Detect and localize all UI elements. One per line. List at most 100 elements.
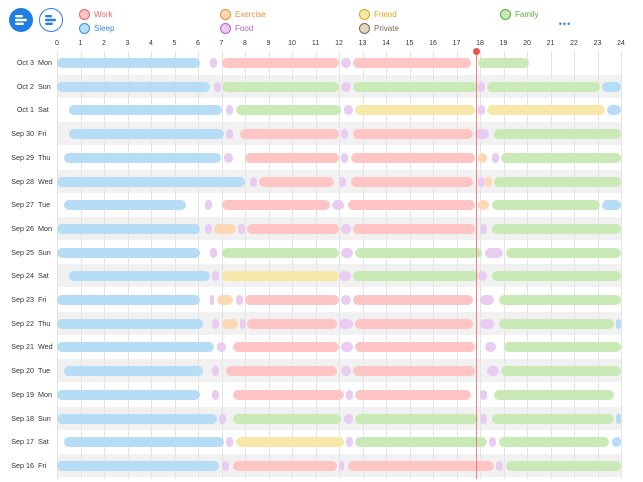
timeline-logo-icon[interactable]	[9, 8, 33, 32]
activity-family[interactable]	[491, 271, 621, 282]
activity-food[interactable]	[477, 176, 485, 187]
activity-food[interactable]	[341, 81, 351, 92]
activity-exercise[interactable]	[214, 223, 236, 234]
activity-food[interactable]	[343, 105, 354, 116]
activity-food[interactable]	[341, 366, 351, 377]
day-row[interactable]: Sep 25 Sun	[0, 241, 643, 264]
activity-work[interactable]	[355, 389, 471, 400]
activity-work[interactable]	[350, 176, 473, 187]
activity-food[interactable]	[240, 318, 245, 329]
activity-exercise[interactable]	[484, 176, 492, 187]
activity-food[interactable]	[477, 271, 488, 282]
activity-friend[interactable]	[221, 271, 339, 282]
activity-food[interactable]	[212, 366, 220, 377]
activity-family[interactable]	[491, 200, 600, 211]
activity-food[interactable]	[339, 271, 351, 282]
day-row[interactable]: Sep 21 Wed	[0, 335, 643, 358]
activity-food[interactable]	[226, 437, 234, 448]
activity-sleep[interactable]	[64, 437, 224, 448]
activity-family[interactable]	[233, 413, 342, 424]
more-icon[interactable]: •••	[558, 19, 572, 29]
day-row[interactable]: Sep 19 Mon	[0, 383, 643, 406]
activity-work[interactable]	[226, 366, 337, 377]
activity-food[interactable]	[339, 318, 354, 329]
activity-exercise[interactable]	[221, 318, 238, 329]
activity-food[interactable]	[346, 437, 354, 448]
activity-work[interactable]	[233, 342, 339, 353]
activity-work[interactable]	[353, 295, 473, 305]
activity-food[interactable]	[477, 81, 485, 92]
activity-food[interactable]	[341, 129, 349, 140]
activity-family[interactable]	[355, 437, 488, 448]
activity-sleep[interactable]	[57, 460, 220, 471]
activity-exercise[interactable]	[477, 200, 490, 211]
activity-work[interactable]	[355, 318, 473, 329]
activity-food[interactable]	[341, 295, 351, 305]
activity-sleep[interactable]	[606, 105, 621, 116]
activity-work[interactable]	[353, 223, 476, 234]
activity-sleep[interactable]	[57, 413, 217, 424]
activity-food[interactable]	[209, 247, 217, 258]
day-row[interactable]: Oct 3 Mon	[0, 51, 643, 74]
activity-food[interactable]	[205, 200, 213, 211]
activity-family[interactable]	[221, 247, 339, 258]
activity-work[interactable]	[221, 200, 330, 211]
activity-food[interactable]	[216, 342, 227, 353]
activity-family[interactable]	[221, 81, 339, 92]
activity-food[interactable]	[480, 295, 495, 305]
activity-food[interactable]	[484, 342, 497, 353]
day-row[interactable]: Sep 27 Tue	[0, 193, 643, 216]
activity-family[interactable]	[353, 271, 478, 282]
activity-food[interactable]	[496, 460, 504, 471]
day-row[interactable]: Sep 29 Thu	[0, 146, 643, 169]
activity-food[interactable]	[343, 413, 354, 424]
activity-sleep[interactable]	[57, 247, 201, 258]
activity-friend[interactable]	[355, 105, 476, 116]
activity-food[interactable]	[339, 176, 347, 187]
activity-sleep[interactable]	[68, 129, 224, 140]
activity-sleep[interactable]	[64, 152, 222, 163]
activity-sleep[interactable]	[57, 342, 215, 353]
activity-family[interactable]	[353, 81, 478, 92]
activity-work[interactable]	[353, 129, 473, 140]
activity-food[interactable]	[491, 152, 499, 163]
activity-food[interactable]	[205, 223, 213, 234]
activity-sleep[interactable]	[57, 81, 210, 92]
activity-food[interactable]	[480, 413, 488, 424]
activity-food[interactable]	[480, 389, 488, 400]
activity-work[interactable]	[348, 200, 476, 211]
activity-sleep[interactable]	[68, 105, 222, 116]
activity-food[interactable]	[341, 152, 349, 163]
activity-family[interactable]	[235, 105, 342, 116]
activity-food[interactable]	[226, 105, 234, 116]
activity-food[interactable]	[219, 413, 227, 424]
activity-sleep[interactable]	[616, 413, 621, 424]
activity-food[interactable]	[341, 342, 354, 353]
activity-family[interactable]	[494, 176, 621, 187]
activity-work[interactable]	[348, 460, 495, 471]
activity-food[interactable]	[221, 460, 229, 471]
day-row[interactable]: Oct 1 Sat	[0, 98, 643, 121]
activity-food[interactable]	[346, 389, 354, 400]
activity-food[interactable]	[235, 295, 243, 305]
activity-family[interactable]	[501, 366, 621, 377]
activity-food[interactable]	[212, 271, 220, 282]
activity-friend[interactable]	[235, 437, 344, 448]
day-row[interactable]: Sep 23 Fri	[0, 288, 643, 311]
activity-food[interactable]	[484, 247, 504, 258]
activity-sleep[interactable]	[57, 223, 201, 234]
activity-sleep[interactable]	[602, 200, 621, 211]
activity-family[interactable]	[503, 342, 621, 353]
activity-work[interactable]	[245, 295, 339, 305]
activity-food[interactable]	[214, 81, 222, 92]
activity-family[interactable]	[491, 223, 621, 234]
activity-food[interactable]	[489, 437, 497, 448]
activity-sleep[interactable]	[64, 200, 187, 211]
activity-sleep[interactable]	[68, 271, 210, 282]
activity-food[interactable]	[237, 223, 245, 234]
activity-family[interactable]	[498, 437, 610, 448]
activity-work[interactable]	[355, 342, 476, 353]
activity-family[interactable]	[505, 460, 621, 471]
activity-work[interactable]	[350, 152, 476, 163]
activity-work[interactable]	[247, 318, 337, 329]
